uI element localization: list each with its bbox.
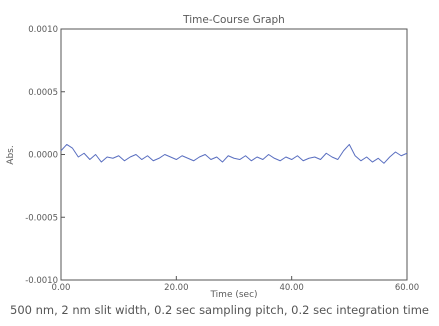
y-tick-label: 0.0005 (28, 88, 58, 98)
y-tick-label: -0.0005 (25, 213, 58, 223)
y-tick-label: 0.0000 (28, 151, 58, 161)
y-tick-label: -0.0010 (25, 276, 58, 286)
x-axis-ticks: 0.00 20.00 40.00 60.00 (52, 276, 419, 293)
y-tick-label: 0.0010 (28, 25, 58, 35)
x-tick-label: 0.00 (52, 283, 71, 293)
x-tick-label: 60.00 (395, 283, 419, 293)
absorbance-series-line (60, 143, 408, 164)
y-axis-label: Abs. (6, 145, 16, 164)
chart-title: Time-Course Graph (182, 14, 285, 26)
figure-caption: 500 nm, 2 nm slit width, 0.2 sec samplin… (10, 303, 429, 317)
plot-area (60, 28, 408, 281)
x-tick-label: 20.00 (164, 283, 188, 293)
series-layer (60, 143, 408, 164)
x-axis-label: Time (sec) (209, 290, 257, 300)
x-tick-label: 40.00 (279, 283, 303, 293)
y-axis-ticks: 0.0010 0.0005 0.0000 -0.0005 -0.0010 (25, 25, 65, 286)
